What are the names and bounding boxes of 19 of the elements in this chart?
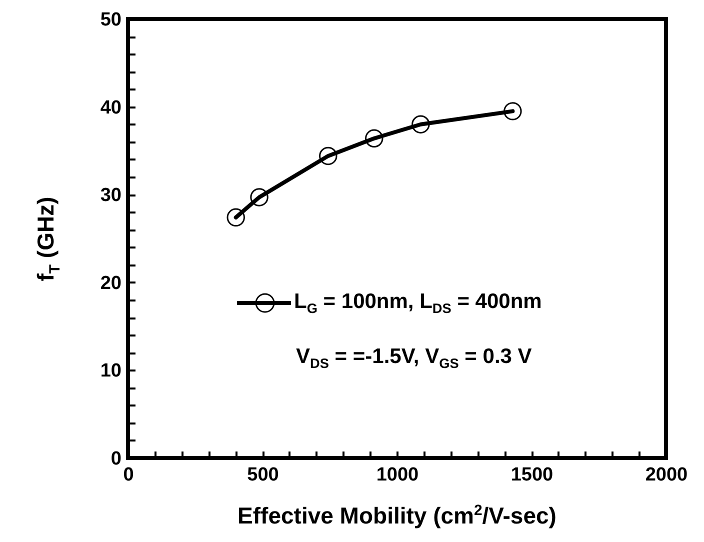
x-axis-title: Effective Mobility (cm$^{2}$/V-sec): [236, 502, 558, 530]
point: [504, 102, 522, 120]
point: [365, 129, 384, 148]
point: [226, 208, 245, 227]
x-tick-label: 1500: [510, 464, 554, 486]
x-tick-label: 2000: [645, 464, 688, 486]
y-tick-label: 20: [100, 272, 122, 294]
y-tick-label: 0: [110, 448, 122, 470]
annotation: V$_{DS}$ = =-1.5V, V$_{GS}$ = 0.3 V: [296, 345, 532, 372]
y-tick-label: 50: [100, 10, 122, 30]
y-tick-label: 40: [100, 97, 122, 118]
legend-label: L$_{G}$ = 100nm, L$_{DS}$ = 400nm: [294, 290, 542, 316]
x-tick-label: 1000: [376, 464, 419, 486]
x-tick-label: 500: [247, 464, 279, 486]
point: [412, 115, 430, 134]
point: [250, 188, 268, 206]
point: [319, 146, 338, 166]
y-tick-label: 10: [100, 360, 122, 382]
y-tick-label: 30: [100, 185, 122, 206]
